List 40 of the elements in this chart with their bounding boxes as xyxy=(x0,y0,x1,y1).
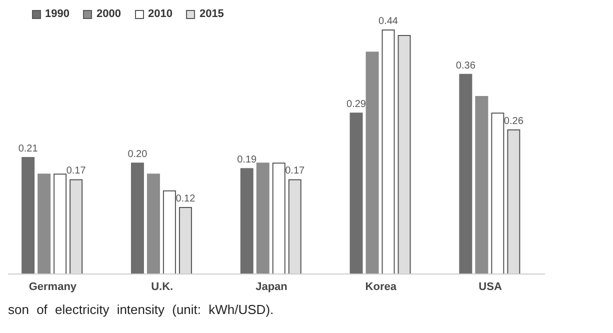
data-label: 0.29 xyxy=(346,99,366,110)
bar xyxy=(507,129,520,274)
data-label: 0.36 xyxy=(456,60,476,72)
x-tick-label: USA xyxy=(478,280,502,293)
bar xyxy=(54,174,67,274)
legend-label: 2010 xyxy=(148,8,172,20)
legend-label: 2000 xyxy=(96,8,121,20)
bar xyxy=(146,174,160,274)
bar xyxy=(398,35,411,274)
bar xyxy=(350,112,363,274)
legend-label: 1990 xyxy=(45,8,70,20)
bar xyxy=(162,190,176,274)
data-label: 0.17 xyxy=(285,166,306,177)
x-tick-label: Korea xyxy=(365,280,398,293)
bar xyxy=(475,96,488,274)
bar xyxy=(288,179,302,274)
data-label: 0.17 xyxy=(66,166,86,177)
bar xyxy=(366,52,379,274)
bar xyxy=(459,74,472,274)
bar xyxy=(240,168,254,274)
bar xyxy=(272,162,286,274)
data-label: 0.20 xyxy=(128,149,148,160)
data-label: 0.12 xyxy=(176,193,196,204)
bar xyxy=(382,30,395,274)
x-tick-label: Germany xyxy=(28,280,78,293)
text: son of electricity intensity (unit: kWh/USD). xyxy=(8,302,275,317)
bar xyxy=(491,112,504,274)
x-tick-label: U.K. xyxy=(151,280,174,293)
data-label: 0.21 xyxy=(18,144,38,155)
bar xyxy=(178,206,192,274)
bar xyxy=(130,162,144,274)
data-label: 0.19 xyxy=(237,154,258,166)
data-label: 0.44 xyxy=(378,16,398,27)
x-tick-label: Japan xyxy=(256,280,288,293)
bar xyxy=(256,162,270,274)
legend-label: 2015 xyxy=(199,8,224,20)
data-label: 0.26 xyxy=(504,116,524,127)
bar xyxy=(38,174,51,274)
bar xyxy=(70,179,83,274)
bar xyxy=(22,157,35,274)
